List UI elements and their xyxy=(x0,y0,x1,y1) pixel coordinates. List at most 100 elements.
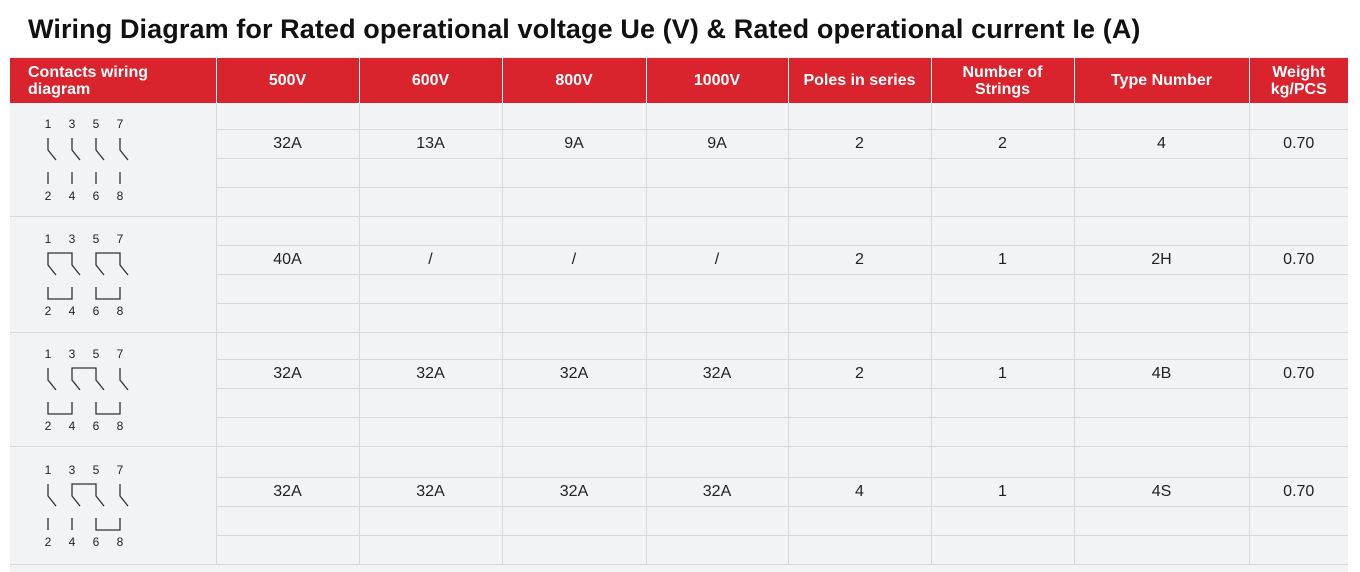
table-cell-blank xyxy=(646,216,789,246)
terminal-label-bottom: 4 xyxy=(69,535,76,549)
terminal-label-bottom: 4 xyxy=(69,189,76,203)
table-cell: 0.70 xyxy=(1249,245,1348,275)
table-cell: 0.70 xyxy=(1249,359,1348,389)
table-cell-blank xyxy=(1249,535,1348,565)
table-row: 1 3 5 7 2 4 6 8 xyxy=(10,216,1348,333)
header-row: Contacts wiring diagram 500V 600V 800V 1… xyxy=(10,58,1348,103)
table-cell: 32A xyxy=(646,477,789,507)
table-cell-blank xyxy=(788,216,932,246)
table-cell-blank xyxy=(646,388,789,418)
terminal-label-top: 1 xyxy=(45,463,52,477)
table-cell-blank xyxy=(1249,446,1348,478)
terminal-label-top: 7 xyxy=(117,463,124,477)
table-cell-blank xyxy=(359,332,503,360)
table-cell-blank xyxy=(931,187,1075,217)
table-cell: / xyxy=(359,245,503,275)
table-cell-blank xyxy=(216,506,360,536)
table-cell: 32A xyxy=(502,359,647,389)
table-cell: 32A xyxy=(646,359,789,389)
table-row: 40A / //2 1 2H 0.70 xyxy=(10,245,1348,275)
terminal-label-top: 1 xyxy=(45,117,52,131)
table-cell-blank xyxy=(931,446,1075,478)
table-cell-blank xyxy=(1074,216,1250,246)
table-cell-blank xyxy=(216,103,360,130)
table-cell-blank xyxy=(1249,158,1348,188)
table-cell-blank xyxy=(359,187,503,217)
table-row: 32A 13A 9A 9A 2 2 4 0.70 xyxy=(10,129,1348,159)
table-cell-blank xyxy=(1074,535,1250,565)
table-cell-blank xyxy=(502,103,647,130)
header-poles-in-series: Poles in series xyxy=(788,58,932,103)
page-title: Wiring Diagram for Rated operational vol… xyxy=(28,14,1141,44)
table-cell: 32A xyxy=(359,477,503,507)
table-cell: 32A xyxy=(359,359,503,389)
switch-contacts-lines xyxy=(47,251,129,300)
table-cell-blank xyxy=(1074,274,1250,304)
table-cell-blank xyxy=(788,332,932,360)
table-cell-blank xyxy=(502,274,647,304)
table-cell: 2 xyxy=(931,129,1075,159)
terminal-label-top: 5 xyxy=(93,347,100,361)
table-cell-blank xyxy=(931,274,1075,304)
header-type-number: Type Number xyxy=(1074,58,1250,103)
table-cell-blank xyxy=(646,506,789,536)
switch-contacts-lines xyxy=(47,137,129,184)
table-cell-blank xyxy=(216,187,360,217)
table-cell: / xyxy=(646,245,789,275)
table-cell-blank xyxy=(216,303,360,333)
table-cell-blank xyxy=(931,103,1075,130)
terminal-label-bottom: 8 xyxy=(117,189,124,203)
table-cell-blank xyxy=(1074,303,1250,333)
header-500v: 500V xyxy=(216,58,360,103)
terminal-label-top: 3 xyxy=(69,347,76,361)
table-cell-blank xyxy=(216,535,360,565)
terminal-label-bottom: 6 xyxy=(93,304,100,318)
table-cell-blank xyxy=(1074,158,1250,188)
table-row xyxy=(10,506,1348,536)
table-cell-blank xyxy=(788,446,932,478)
table-cell-blank xyxy=(502,187,647,217)
header-600v: 600V xyxy=(359,58,503,103)
terminal-label-top: 7 xyxy=(117,117,124,131)
table-cell: 0.70 xyxy=(1249,129,1348,159)
table-cell-blank xyxy=(359,216,503,246)
spec-table: Contacts wiring diagram 500V 600V 800V 1… xyxy=(10,58,1348,565)
table-cell-blank xyxy=(646,303,789,333)
table-row xyxy=(10,535,1348,565)
terminal-label-top: 7 xyxy=(117,347,124,361)
table-cell-blank xyxy=(1249,506,1348,536)
table-cell: 32A xyxy=(216,359,360,389)
table-cell-blank xyxy=(931,535,1075,565)
table-row xyxy=(10,417,1348,447)
table-cell-blank xyxy=(216,446,360,478)
diagram-1-contacts-icon: 1 3 5 7 2 4 6 8 xyxy=(45,117,129,203)
table-cell-blank xyxy=(788,103,932,130)
table-cell: 9A xyxy=(646,129,789,159)
table-cell-blank xyxy=(646,274,789,304)
table-cell-blank xyxy=(788,303,932,333)
table-cell: 2 xyxy=(788,359,932,389)
table-cell-blank xyxy=(931,506,1075,536)
table-cell: 1 xyxy=(931,359,1075,389)
terminal-label-bottom: 6 xyxy=(93,419,100,433)
table-cell: 1 xyxy=(931,245,1075,275)
table-cell-blank xyxy=(502,535,647,565)
table-row: 1 3 5 7 2 4 6 8 xyxy=(10,446,1348,565)
terminal-label-bottom: 6 xyxy=(93,535,100,549)
table-cell-blank xyxy=(502,388,647,418)
table-cell-blank xyxy=(502,332,647,360)
table-cell-blank xyxy=(646,158,789,188)
table-cell-blank xyxy=(216,158,360,188)
terminal-label-bottom: 4 xyxy=(69,304,76,318)
table-cell: 0.70 xyxy=(1249,477,1348,507)
table-cell-blank xyxy=(502,417,647,447)
terminal-label-bottom: 2 xyxy=(45,535,52,549)
terminal-label-bottom: 2 xyxy=(45,304,52,318)
table-cell: / xyxy=(502,245,647,275)
header-number-of-strings: Number of Strings xyxy=(931,58,1075,103)
table-cell-blank xyxy=(931,417,1075,447)
table-cell-blank xyxy=(1074,187,1250,217)
table-cell-blank xyxy=(646,535,789,565)
table-cell: 13A xyxy=(359,129,503,159)
table-cell-blank xyxy=(646,103,789,130)
